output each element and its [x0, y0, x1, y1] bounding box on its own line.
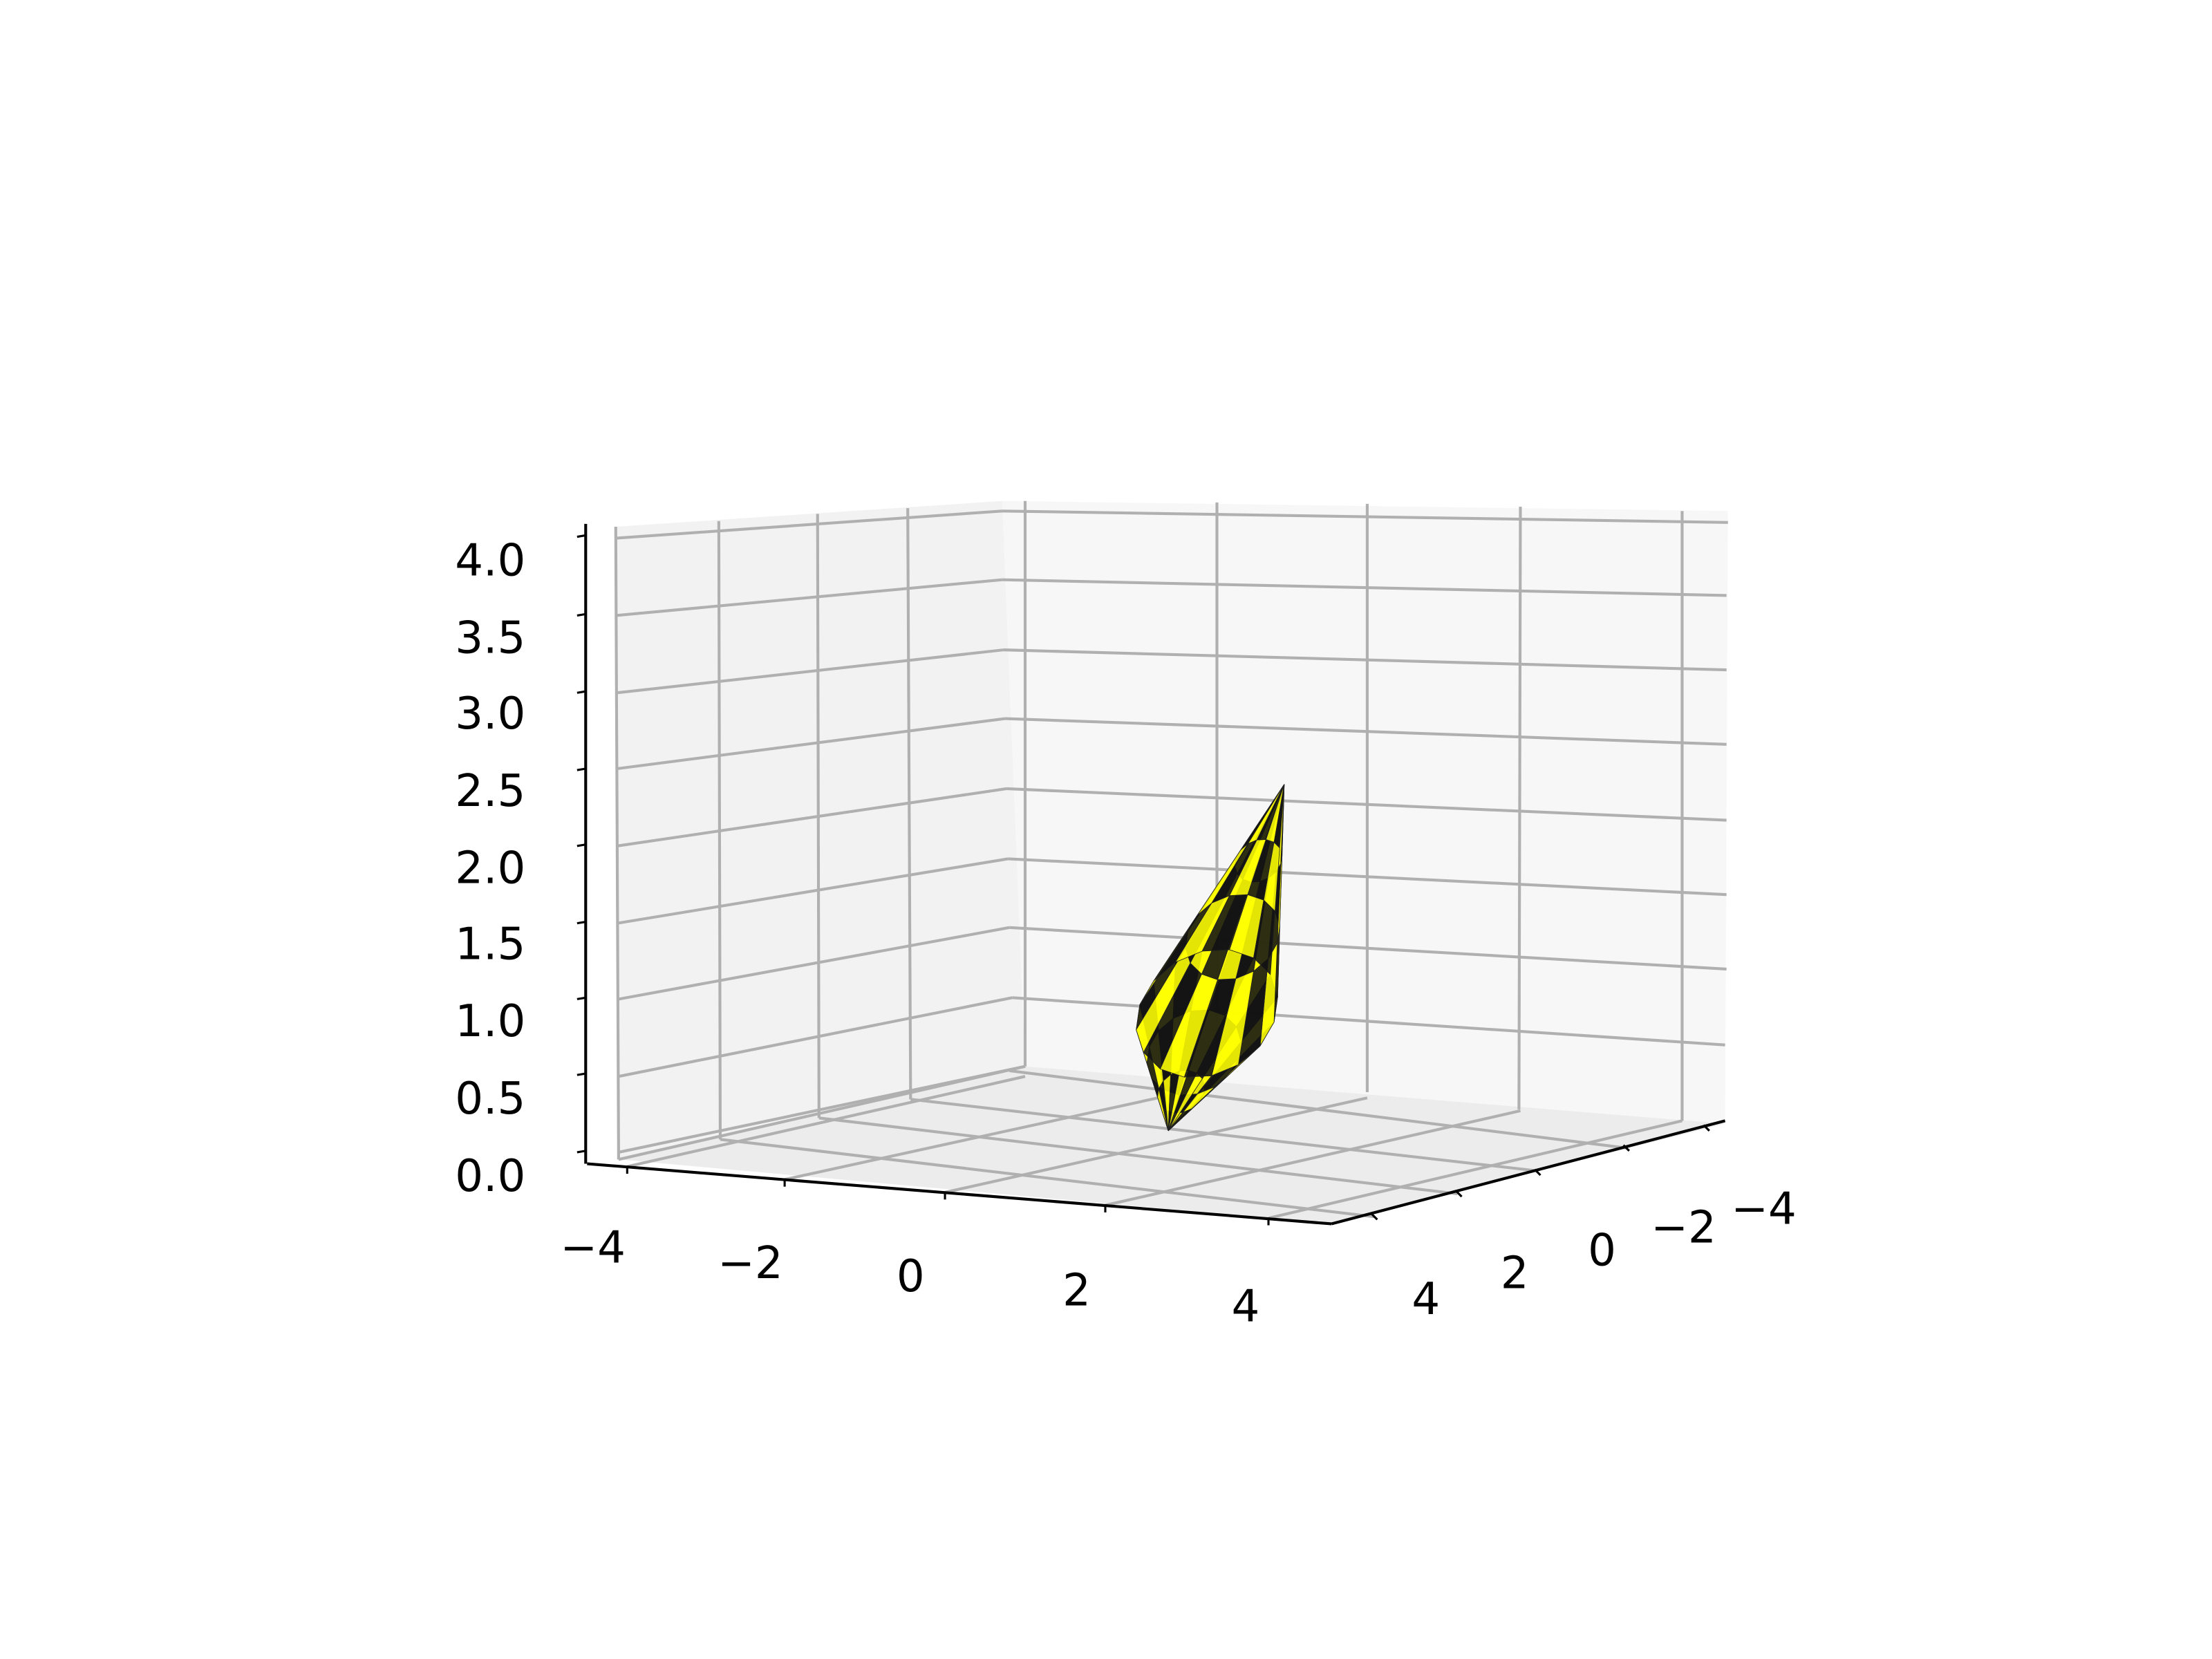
x-axis-line	[587, 1162, 1332, 1226]
x-axis-ticks: −4 −2 0 2 4	[560, 1166, 1270, 1332]
gridline	[617, 787, 1007, 847]
y-tick-label: −4	[1731, 1183, 1797, 1235]
gridline	[1008, 857, 1727, 897]
z-tick-label: 1.0	[455, 995, 525, 1047]
z-tick-label: 0.0	[455, 1150, 525, 1202]
gridlines	[614, 500, 1728, 1220]
z-tick-mark	[577, 612, 586, 617]
gridline	[1003, 648, 1727, 672]
z-tick-label: 2.0	[455, 843, 525, 894]
axes	[584, 523, 1726, 1226]
z-tick-label: 3.0	[455, 688, 525, 740]
gridline	[618, 926, 1010, 1001]
z-tick-label: 3.5	[455, 612, 525, 664]
gridline	[617, 857, 1009, 925]
y-tick-mark	[1371, 1212, 1378, 1221]
y-tick-mark	[1622, 1144, 1630, 1152]
z-tick-mark	[577, 1072, 586, 1076]
x-tick-label: 0	[897, 1250, 925, 1302]
z-tick-mark	[577, 996, 586, 1000]
gridline	[626, 1075, 1026, 1168]
gridline	[1004, 717, 1727, 746]
z-tick-mark	[577, 921, 586, 925]
gridline	[1009, 1069, 1627, 1150]
z-tick-mark	[577, 534, 586, 538]
x-tick-label: 2	[1062, 1265, 1091, 1317]
y-tick-label: −2	[1651, 1201, 1716, 1253]
z-tick-label: 1.5	[455, 918, 525, 970]
gridline	[1002, 509, 1728, 524]
gridline	[1268, 1119, 1683, 1220]
z-tick-mark	[577, 843, 586, 847]
z-axis-ticks: 0.0 0.5 1.0 1.5 2.0 2.5 3.0 3.5 4.0	[455, 534, 586, 1202]
gridline	[1006, 787, 1727, 822]
surface-facet	[1273, 784, 1285, 849]
gridline	[944, 1096, 1368, 1194]
gridline	[618, 1065, 1026, 1161]
y-axis-ticks: −4 −2 0 2 4	[1371, 1124, 1797, 1325]
y-axis-line	[1331, 1119, 1726, 1226]
gridline	[1517, 507, 1522, 1109]
gridline	[784, 1083, 1217, 1181]
gridline	[910, 1098, 1538, 1172]
gridline	[617, 648, 1004, 695]
z-tick-label: 2.5	[455, 765, 525, 817]
gridline	[618, 996, 1013, 1078]
z-tick-mark	[577, 690, 586, 694]
y-tick-label: 2	[1501, 1248, 1529, 1300]
gridline	[720, 1138, 1375, 1219]
z-tick-mark	[577, 1150, 586, 1154]
y-tick-label: 4	[1412, 1273, 1440, 1325]
gridline	[818, 1116, 1458, 1196]
y-tick-mark	[1455, 1190, 1463, 1198]
x-tick-label: −4	[560, 1221, 626, 1273]
gridline	[617, 717, 1006, 771]
y-tick-mark	[1703, 1124, 1710, 1132]
x-tick-label: 4	[1231, 1280, 1259, 1332]
back-pane-left	[615, 500, 1026, 1160]
gridline	[615, 578, 1003, 617]
z-tick-mark	[577, 767, 586, 771]
gridline	[615, 509, 1003, 540]
z-tick-label: 4.0	[455, 534, 525, 586]
gridline	[1012, 996, 1725, 1047]
y-tick-mark	[1534, 1168, 1541, 1177]
cone-surface	[1136, 784, 1285, 1132]
gridline	[614, 527, 620, 1160]
x-tick-label: −2	[718, 1237, 783, 1289]
y-tick-label: 0	[1588, 1225, 1616, 1277]
gridline	[1009, 926, 1727, 971]
gridline	[1002, 578, 1727, 597]
z-tick-label: 0.5	[455, 1073, 525, 1125]
